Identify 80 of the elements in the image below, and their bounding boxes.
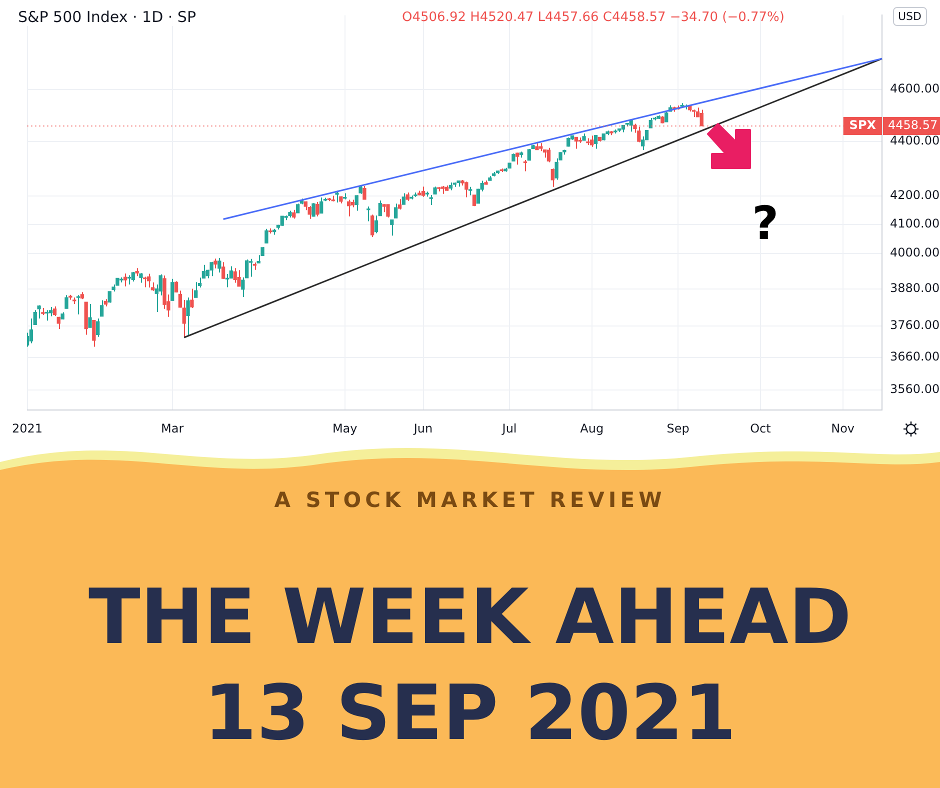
candlestick — [52, 306, 57, 316]
candlestick — [214, 258, 218, 269]
candlestick — [574, 136, 578, 150]
candlestick — [421, 186, 426, 198]
candlestick — [56, 316, 60, 330]
x-tick-label: May — [332, 421, 358, 436]
candlestick — [335, 190, 339, 204]
y-tick-label: 4100.00 — [890, 216, 940, 230]
x-tick-label: Jun — [412, 421, 433, 436]
x-tick-label: Oct — [750, 421, 772, 436]
text: 13 SEP 2021 — [202, 668, 738, 757]
candlestick — [174, 280, 178, 293]
candlestick — [648, 117, 653, 128]
chart-subtitle: O4506.92 H4520.47 L4457.66 C4458.57 −34.70 (−0.77%) — [402, 10, 784, 25]
candlestick — [386, 204, 390, 218]
candlestick — [362, 186, 366, 200]
x-tick-label: Sep — [666, 421, 690, 436]
candlestick — [516, 152, 520, 166]
candlestick — [186, 297, 190, 336]
candlestick — [312, 202, 316, 218]
candlestick — [76, 294, 80, 315]
y-tick-label: 4200.00 — [890, 188, 940, 202]
x-tick-label: Mar — [161, 421, 184, 436]
candlestick — [464, 181, 468, 198]
candlestick — [88, 303, 92, 328]
candlestick — [92, 320, 96, 348]
candlestick — [664, 111, 668, 122]
candlestick — [316, 201, 320, 217]
candlestick — [320, 196, 324, 214]
candlestick — [146, 273, 151, 288]
y-tick-label: 3560.00 — [890, 382, 940, 396]
candlestick — [248, 258, 253, 278]
y-tick-label: 4000.00 — [890, 245, 940, 260]
y-tick-label: 4600.00 — [890, 81, 940, 96]
candlestick — [296, 203, 300, 214]
candlestick — [550, 168, 554, 188]
candlestick — [221, 262, 226, 280]
text: A STOCK MARKET REVIEW — [273, 488, 667, 512]
candlestick — [354, 194, 358, 212]
candlestick — [96, 318, 100, 338]
candlestick — [237, 270, 241, 287]
candlestick — [370, 214, 374, 238]
candlestick — [139, 272, 143, 284]
candlestick — [394, 203, 398, 219]
candlestick — [64, 294, 68, 310]
candlestick — [398, 198, 402, 210]
candlestick — [170, 278, 174, 302]
y-tick-label: 3880.00 — [890, 281, 940, 296]
candlestick — [233, 268, 237, 284]
candlestick — [178, 290, 182, 308]
candlestick — [280, 216, 284, 226]
x-tick-label: Aug — [580, 421, 604, 436]
candlestick — [190, 288, 194, 308]
candlestick — [590, 135, 594, 148]
candlestick — [48, 306, 53, 317]
candlestick — [194, 282, 198, 298]
text: 4458.57 — [888, 118, 938, 132]
candlestick — [402, 192, 406, 205]
candlestick — [100, 300, 104, 317]
candlestick — [210, 261, 214, 277]
candlestick — [182, 300, 186, 338]
text: THE WEEK AHEAD — [87, 572, 853, 661]
candlestick — [37, 304, 41, 319]
candlestick — [218, 258, 222, 274]
y-tick-label: 3660.00 — [890, 350, 940, 364]
y-tick-label: 3760.00 — [890, 318, 940, 332]
x-tick-label: Nov — [831, 421, 855, 436]
text: USD — [893, 7, 927, 26]
candlestick — [264, 228, 268, 244]
y-tick-label: 4400.00 — [890, 134, 940, 148]
candlestick — [594, 134, 598, 150]
candlestick — [546, 147, 551, 163]
candlestick — [308, 206, 312, 220]
x-tick-label: Jul — [501, 421, 517, 436]
chart-title: S&P 500 Index · 1D · SP — [18, 8, 196, 26]
annotation: ? — [752, 196, 779, 250]
candlestick — [123, 272, 128, 287]
candlestick — [390, 218, 394, 236]
x-tick-label: 2021 — [12, 421, 43, 436]
ref-line-label: SPX — [849, 118, 877, 132]
